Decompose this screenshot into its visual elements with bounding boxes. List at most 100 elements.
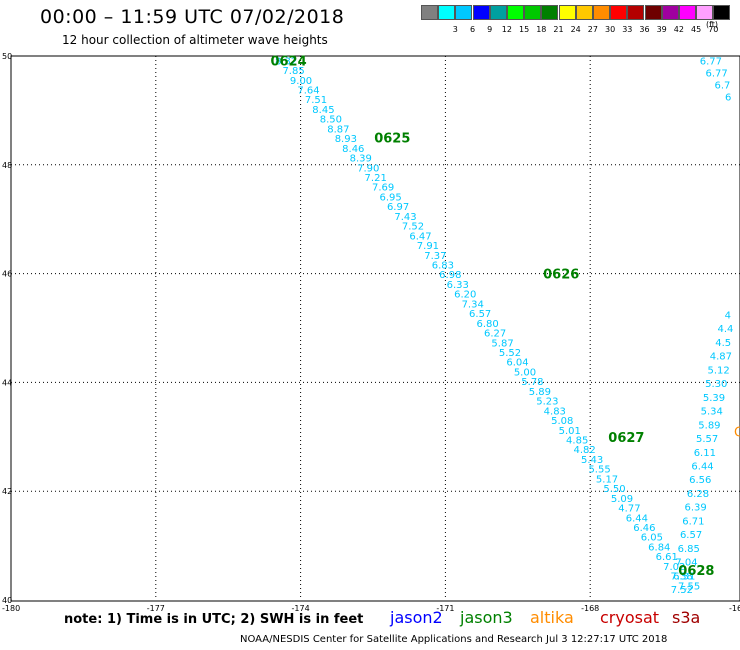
legend-swatch: [489, 5, 507, 20]
wave-height-value: 6.61: [656, 552, 678, 563]
wave-height-value: 5.55: [588, 465, 610, 476]
latitude-tick-label: 50: [2, 52, 12, 61]
wave-height-value: 7.43: [394, 212, 416, 223]
legend-swatch: [575, 5, 593, 20]
wave-height-value: 6.7: [714, 80, 730, 91]
altimeter-tracks: 8.327.859.007.647.518.458.508.878.938.46…: [270, 54, 740, 596]
wave-height-value: 7.21: [365, 173, 387, 184]
legend-tick-label: 15: [519, 25, 530, 34]
wave-height-value: 7.37: [424, 251, 446, 262]
latitude-tick-label: 40: [2, 596, 12, 605]
satellite-label-s3a: s3a: [672, 608, 701, 627]
wave-height-value: 5.00: [514, 367, 536, 378]
wave-height-value: 5.08: [551, 416, 573, 427]
grid-lines: [11, 56, 740, 600]
wave-height-value: 6.44: [626, 513, 648, 524]
wave-height-value: 6.77: [706, 68, 728, 79]
legend-swatch: [610, 5, 628, 20]
wave-height-value: 6.98: [439, 270, 461, 281]
legend-swatch: [524, 5, 542, 20]
wave-height-value: 7.90: [357, 163, 379, 174]
wave-height-value: 8.46: [342, 144, 364, 155]
legend-tick-label: 45: [691, 25, 702, 34]
wave-height-value: 6.80: [477, 319, 499, 330]
wave-height-value: 7.02: [663, 562, 685, 573]
wave-height-value: 5.50: [603, 484, 625, 495]
wave-height-value: 5.12: [707, 365, 729, 376]
legend-swatch: [558, 5, 576, 20]
map-frame: [10, 55, 740, 602]
wave-height-value: 5.87: [491, 338, 513, 349]
wave-height-value: 6.83: [432, 261, 454, 272]
wave-height-value: 6.57: [680, 530, 702, 541]
wave-height-value: 6.33: [447, 280, 469, 291]
legend-tick-label: 6: [469, 25, 476, 34]
longitude-tick-label: -177: [147, 604, 165, 613]
legend-tick-label: 27: [587, 25, 598, 34]
wave-height-value: 6.31: [673, 571, 695, 582]
wave-height-value: 6.47: [409, 231, 431, 242]
pass-time-label: 0627: [608, 431, 644, 446]
legend-swatch: [455, 5, 473, 20]
wave-height-value: 7.51: [305, 95, 327, 106]
legend-unit-label: (ft): [706, 20, 719, 29]
wave-height-value: 9.00: [290, 76, 312, 87]
satellite-label-jason3: jason3: [460, 608, 513, 627]
legend-swatch: [644, 5, 662, 20]
wave-height-value: 6.27: [484, 329, 506, 340]
wave-height-value: 4.85: [566, 435, 588, 446]
wave-height-value: 6.85: [678, 544, 700, 555]
wave-height-value: 4: [725, 310, 731, 321]
legend-tick-label: 42: [673, 25, 684, 34]
legend-tick-label: 9: [487, 25, 493, 34]
edge-pass-label: C: [734, 425, 740, 440]
longitude-tick-label: -174: [292, 604, 310, 613]
wave-height-value: 6.28: [687, 489, 709, 500]
wave-height-value: 7.38: [671, 572, 693, 583]
wave-height-value: 4.5: [715, 338, 731, 349]
wave-height-value: 6.20: [454, 290, 476, 301]
wave-height-value: 6.57: [469, 309, 491, 320]
satellite-label-jason2: jason2: [390, 608, 443, 627]
wave-height-value: 5.34: [701, 407, 723, 418]
wave-height-value: 7.64: [297, 86, 319, 97]
legend-swatch: [472, 5, 490, 20]
wave-height-value: 6.56: [689, 475, 711, 486]
legend-swatch: [438, 5, 456, 20]
latitude-tick-label: 44: [2, 378, 12, 387]
wave-height-value: 6.84: [648, 542, 670, 553]
wave-height-value: 5.57: [696, 434, 718, 445]
legend-swatch: [661, 5, 679, 20]
wave-height-value: 7.69: [372, 183, 394, 194]
wave-height-value: 5.43: [581, 455, 603, 466]
wave-height-value: 7.91: [417, 241, 439, 252]
wave-height-value: 8.93: [335, 134, 357, 145]
wave-height-value: 7.85: [282, 66, 304, 77]
legend-tick-label: 70: [708, 25, 719, 34]
legend-tick-label: 33: [622, 25, 633, 34]
wave-height-value: 6.77: [700, 56, 722, 67]
credit-line: NOAA/NESDIS Center for Satellite Applica…: [240, 634, 668, 645]
legend-tick-label: 39: [656, 25, 667, 34]
wave-height-value: 4.83: [544, 406, 566, 417]
wave-height-value: 8.45: [312, 105, 334, 116]
longitude-tick-label: -171: [436, 604, 454, 613]
legend-tick-label: 12: [501, 25, 512, 34]
legend-swatch: [507, 5, 524, 20]
wave-height-value: 5.89: [698, 420, 720, 431]
legend-swatch: [696, 5, 714, 20]
pass-time-label: 0625: [374, 132, 410, 147]
longitude-tick-label: -180: [2, 604, 20, 613]
wave-height-value: 8.50: [320, 115, 342, 126]
legend-swatch: [627, 5, 645, 20]
legend-tick-label: 3: [452, 25, 458, 34]
legend-tick-label: 18: [536, 25, 547, 34]
wave-height-value: 6.04: [506, 358, 528, 369]
wave-height-value: 5.78: [521, 377, 543, 388]
wave-height-value: 4.87: [710, 352, 732, 363]
latitude-tick-label: 48: [2, 161, 12, 170]
wave-height-value: 6: [725, 92, 731, 103]
wave-height-value: 6.71: [682, 516, 704, 527]
wave-height-value: 4.82: [574, 445, 596, 456]
map-title: 00:00 – 11:59 UTC 07/02/2018: [40, 6, 345, 28]
